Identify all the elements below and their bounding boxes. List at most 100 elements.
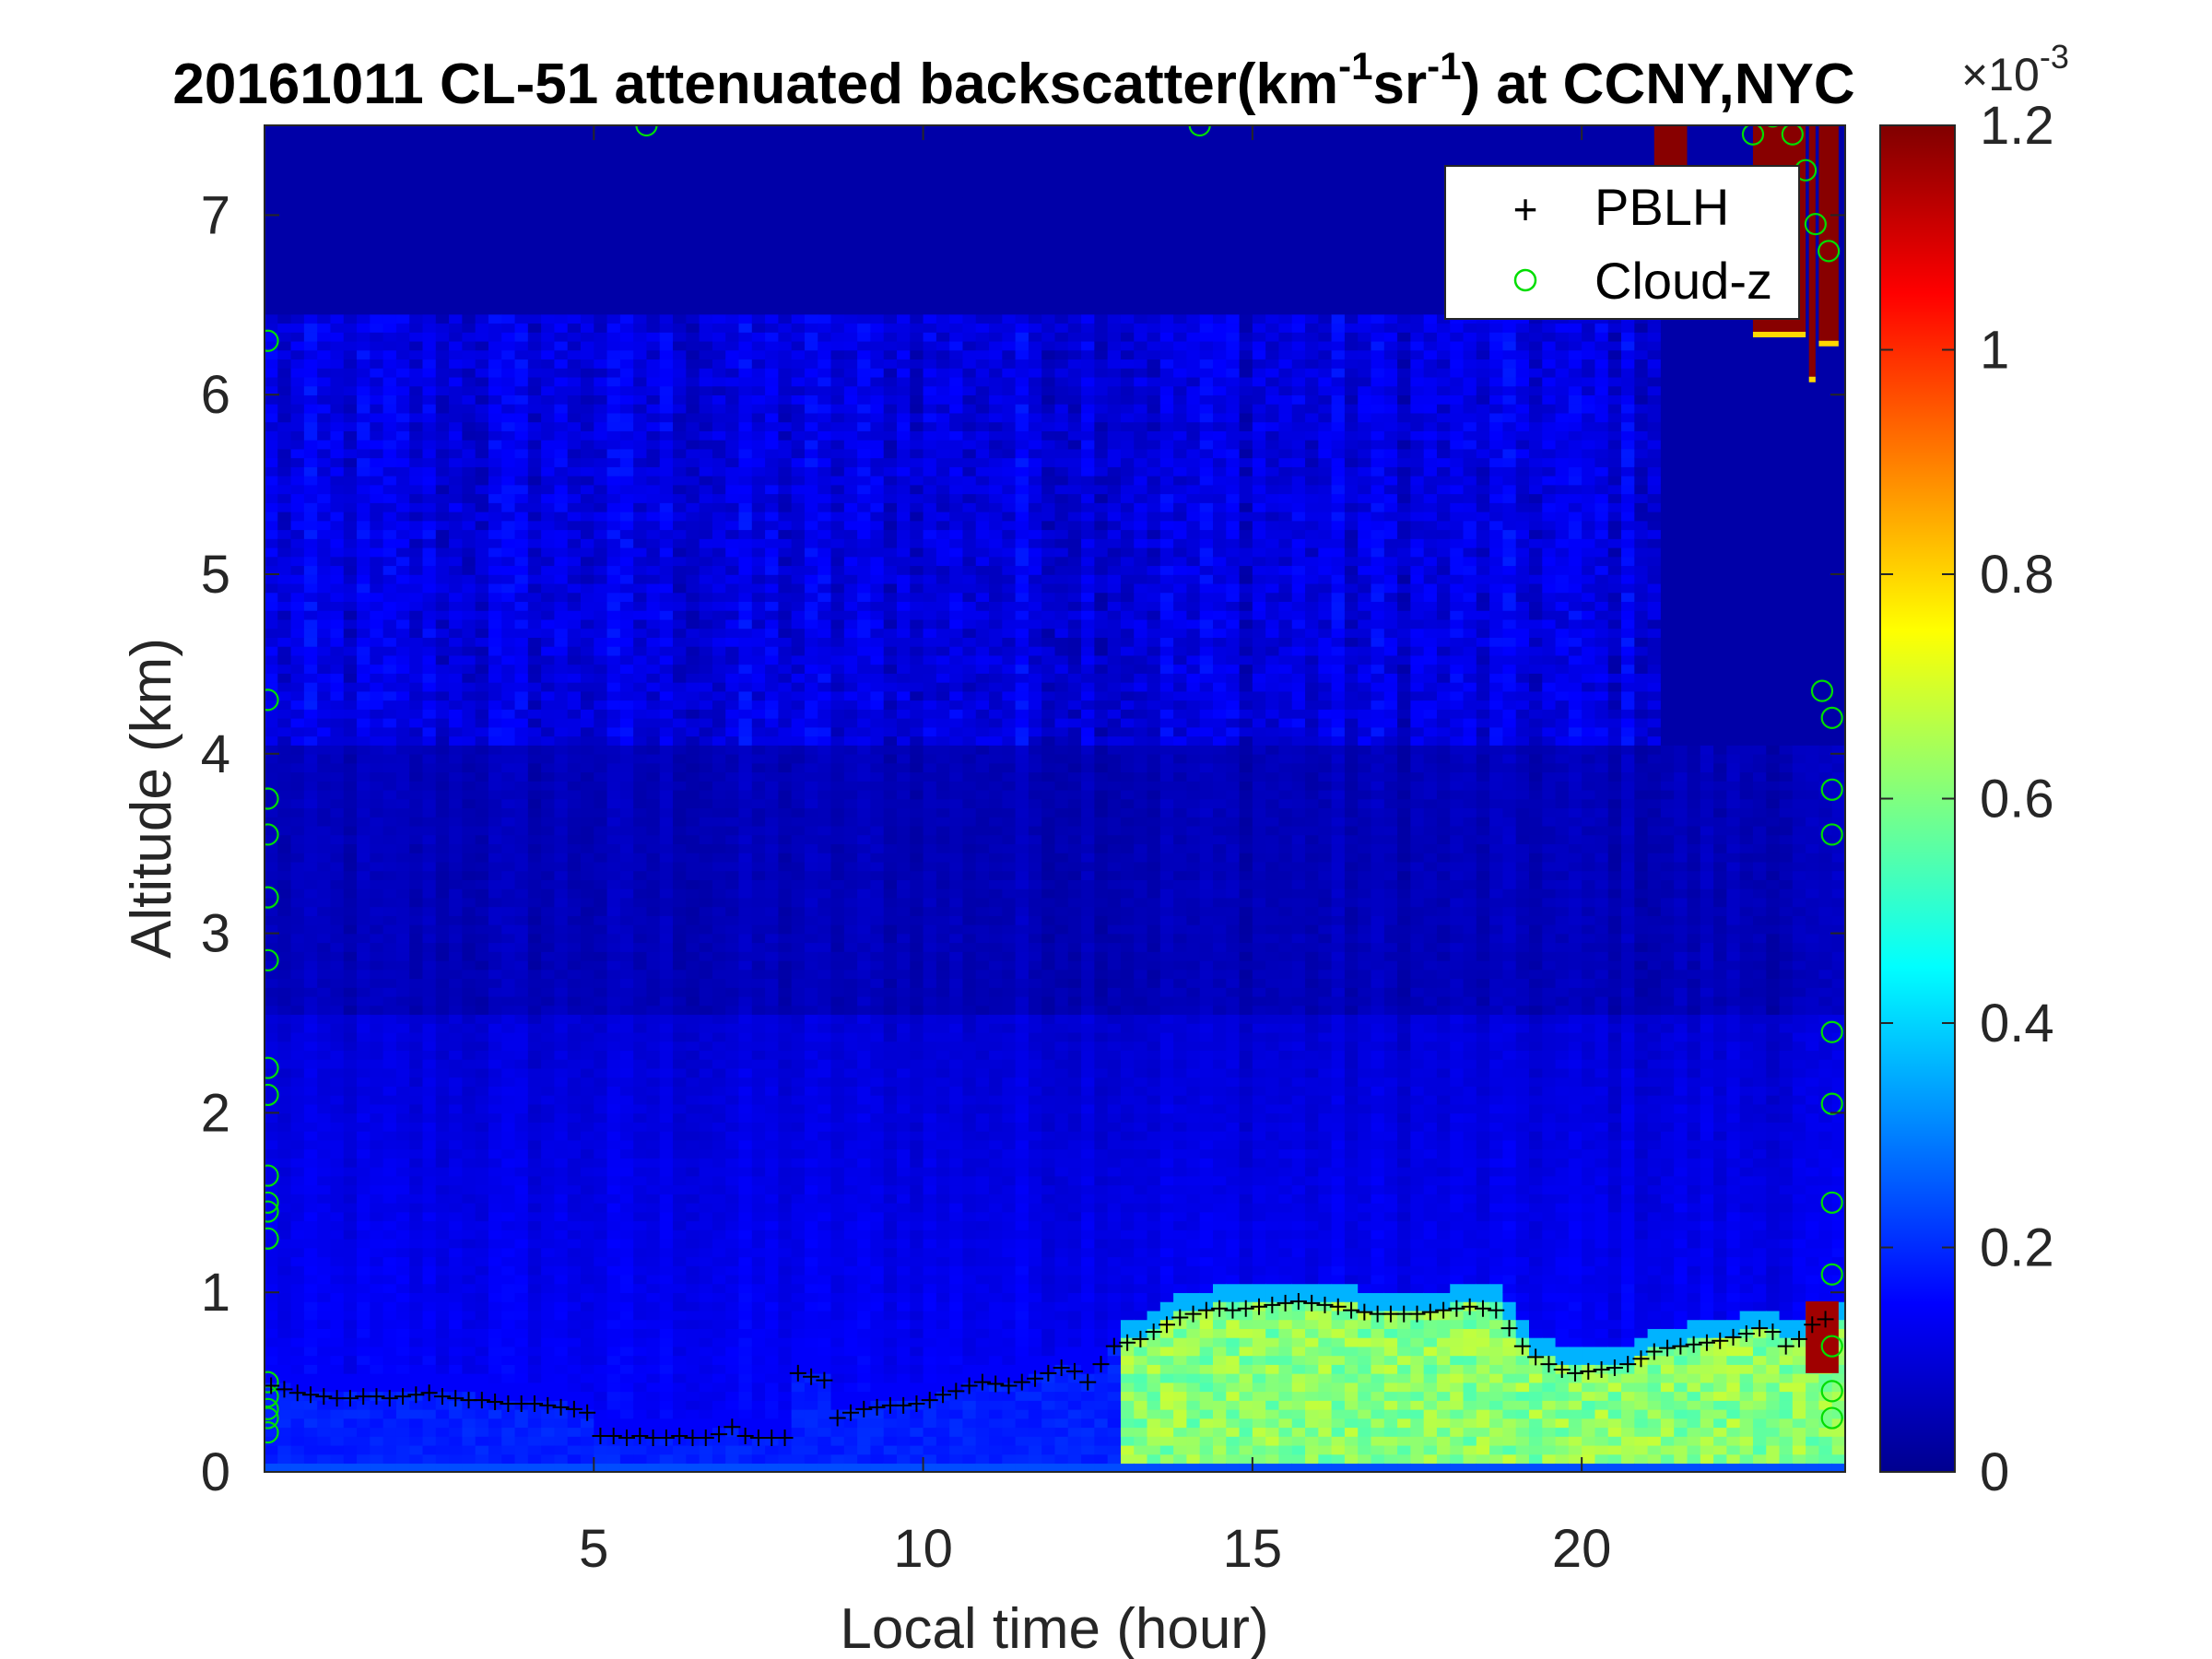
heatmap-cell: [567, 1139, 582, 1150]
heatmap-cell: [435, 843, 450, 853]
heatmap-cell: [475, 1086, 489, 1096]
heatmap-cell: [527, 1346, 542, 1357]
heatmap-cell: [370, 959, 384, 971]
heatmap-cell: [317, 888, 332, 899]
heatmap-cell: [527, 412, 542, 423]
heatmap-cell: [594, 609, 608, 620]
heatmap-cell: [594, 1211, 608, 1222]
heatmap-cell: [475, 1382, 489, 1393]
heatmap-cell: [619, 1463, 634, 1472]
heatmap-cell: [633, 493, 648, 503]
heatmap-cell: [594, 439, 608, 450]
heatmap-cell: [619, 1158, 634, 1168]
heatmap-cell: [290, 654, 305, 665]
heatmap-cell: [330, 188, 345, 198]
heatmap-cell: [303, 520, 318, 531]
heatmap-cell: [449, 1453, 464, 1465]
heatmap-cell: [527, 1292, 542, 1302]
heatmap-cell: [422, 915, 437, 925]
heatmap-cell: [343, 664, 358, 674]
heatmap-cell: [619, 959, 634, 971]
heatmap-cell: [370, 1211, 384, 1222]
heatmap-cell: [606, 933, 621, 944]
heatmap-cell: [422, 251, 437, 261]
heatmap-cell: [501, 861, 516, 872]
heatmap-cell: [488, 206, 503, 217]
heatmap-cell: [449, 241, 464, 253]
heatmap-cell: [686, 745, 700, 755]
heatmap-cell: [488, 1130, 503, 1141]
heatmap-cell: [673, 1103, 688, 1114]
heatmap-cell: [462, 959, 477, 971]
heatmap-cell: [422, 1211, 437, 1222]
heatmap-cell: [277, 978, 292, 988]
heatmap-cell: [699, 1453, 713, 1465]
heatmap-cell: [435, 430, 450, 441]
heatmap-cell: [462, 1058, 477, 1069]
heatmap-cell: [527, 717, 542, 728]
heatmap-cell: [435, 196, 450, 207]
heatmap-cell: [395, 879, 411, 889]
heatmap-cell: [265, 1041, 279, 1052]
heatmap-cell: [673, 987, 688, 997]
heatmap-cell: [382, 1328, 397, 1338]
heatmap-cell: [567, 1023, 582, 1033]
heatmap-cell: [619, 995, 634, 1006]
heatmap-cell: [395, 870, 411, 880]
heatmap-cell: [488, 574, 503, 584]
heatmap-cell: [541, 753, 556, 764]
heatmap-cell: [343, 654, 358, 665]
heatmap-cell: [673, 915, 688, 925]
heatmap-cell: [435, 160, 450, 171]
heatmap-cell: [409, 430, 424, 441]
heatmap-cell: [422, 125, 437, 135]
heatmap-cell: [673, 1274, 688, 1285]
heatmap-cell: [514, 1211, 529, 1222]
heatmap-cell: [435, 771, 450, 782]
heatmap-cell: [659, 1400, 674, 1410]
heatmap-cell: [541, 251, 556, 261]
heatmap-cell: [290, 861, 305, 872]
heatmap-cell: [633, 1139, 648, 1150]
heatmap-cell: [567, 323, 582, 333]
heatmap-cell: [606, 1005, 621, 1016]
heatmap-cell: [488, 1418, 503, 1429]
heatmap-cell: [581, 484, 595, 495]
heatmap-cell: [673, 224, 688, 234]
heatmap-cell: [382, 601, 397, 611]
heatmap-cell: [619, 475, 634, 486]
heatmap-cell: [370, 906, 384, 916]
heatmap-cell: [449, 1112, 464, 1123]
heatmap-cell: [633, 1382, 648, 1393]
heatmap-cell: [382, 1382, 397, 1393]
heatmap-cell: [409, 313, 424, 324]
heatmap-cell: [343, 448, 358, 459]
heatmap-cell: [488, 816, 503, 827]
heatmap-cell: [265, 232, 279, 243]
heatmap-cell: [357, 924, 371, 935]
heatmap-cell: [673, 332, 688, 342]
heatmap-cell: [290, 385, 305, 395]
heatmap-cell: [488, 582, 503, 594]
heatmap-cell: [659, 1031, 674, 1042]
heatmap-cell: [527, 969, 542, 980]
heatmap-cell: [633, 224, 648, 234]
heatmap-cell: [594, 179, 608, 189]
heatmap-cell: [646, 556, 661, 567]
heatmap-cell: [449, 349, 464, 360]
heatmap-cell: [409, 457, 424, 467]
heatmap-cell: [514, 1230, 529, 1240]
heatmap-cell: [501, 1050, 516, 1060]
heatmap-cell: [554, 188, 569, 198]
heatmap-cell: [330, 969, 345, 980]
heatmap-cell: [330, 439, 345, 450]
heatmap-cell: [488, 538, 503, 548]
heatmap-cell: [567, 1436, 582, 1446]
heatmap-cell: [422, 690, 437, 701]
heatmap-cell: [409, 1148, 424, 1159]
heatmap-cell: [527, 1382, 542, 1393]
heatmap-cell: [581, 781, 595, 791]
heatmap-cell: [633, 1310, 648, 1321]
heatmap-cell: [422, 304, 437, 315]
heatmap-cell: [501, 1336, 516, 1347]
